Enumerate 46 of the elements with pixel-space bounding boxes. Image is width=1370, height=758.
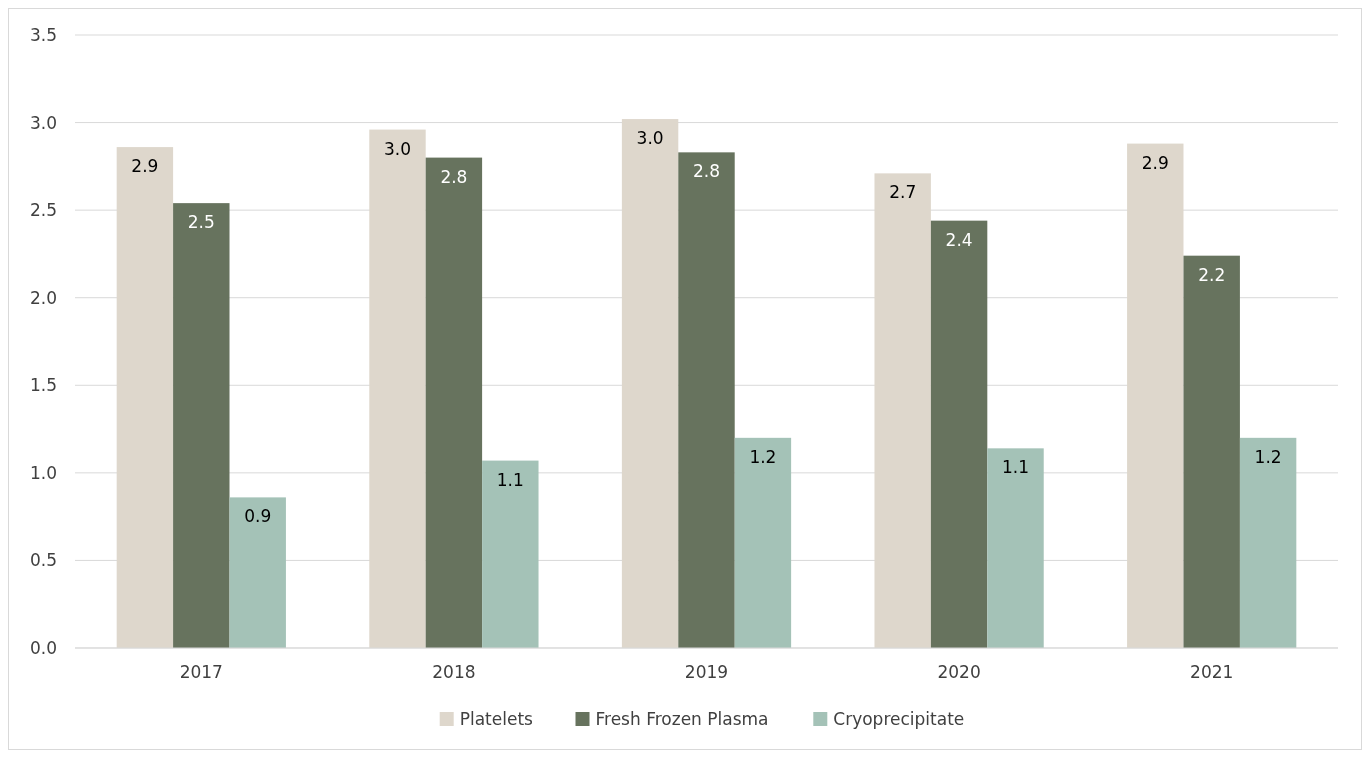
bar — [116, 147, 174, 648]
bar — [621, 119, 679, 648]
bar — [482, 460, 539, 648]
legend-label: Fresh Frozen Plasma — [595, 709, 769, 729]
x-tick-label: 2021 — [1190, 662, 1234, 682]
y-tick-label: 1.5 — [29, 375, 57, 396]
x-tick-label: 2018 — [432, 662, 476, 682]
bar — [930, 220, 988, 648]
data-label: 2.8 — [440, 166, 468, 187]
data-label: 2.7 — [889, 182, 917, 203]
legend-label: Platelets — [459, 709, 534, 729]
data-label: 1.1 — [1001, 457, 1030, 478]
bar — [734, 437, 792, 648]
bar — [874, 173, 931, 648]
legend-label: Cryoprecipitate — [833, 709, 965, 729]
data-label: 2.2 — [1198, 264, 1226, 285]
data-label: 3.0 — [383, 138, 412, 159]
bar — [1127, 143, 1184, 648]
x-tick-label: 2019 — [684, 662, 729, 682]
y-tick-label: 2.5 — [29, 200, 57, 221]
data-label: 2.9 — [131, 156, 159, 177]
bar — [173, 203, 230, 648]
x-tick-label: 2020 — [937, 662, 981, 682]
y-tick-label: 1.0 — [29, 462, 57, 483]
data-label: 1.1 — [496, 469, 524, 490]
y-tick-label: 3.0 — [29, 112, 57, 133]
bar — [678, 152, 735, 648]
data-label: 2.5 — [187, 212, 215, 233]
data-label: 3.0 — [636, 128, 664, 149]
data-label: 0.9 — [244, 506, 272, 527]
data-label: 1.2 — [749, 446, 777, 467]
x-tick-label: 2017 — [179, 662, 223, 682]
data-label: 2.8 — [692, 161, 721, 182]
y-tick-label: 0.5 — [29, 550, 57, 571]
y-tick-label: 2.0 — [29, 287, 57, 308]
bar — [1183, 255, 1240, 648]
data-label: 1.2 — [1254, 446, 1282, 467]
y-tick-label: 0.0 — [29, 637, 57, 658]
bar — [1239, 437, 1297, 648]
y-tick-label: 3.5 — [29, 24, 57, 45]
bar — [425, 157, 483, 648]
bar — [229, 497, 286, 648]
bar — [987, 448, 1044, 648]
bar — [369, 129, 426, 648]
data-label: 2.4 — [945, 229, 973, 250]
data-label: 2.9 — [1141, 152, 1169, 173]
